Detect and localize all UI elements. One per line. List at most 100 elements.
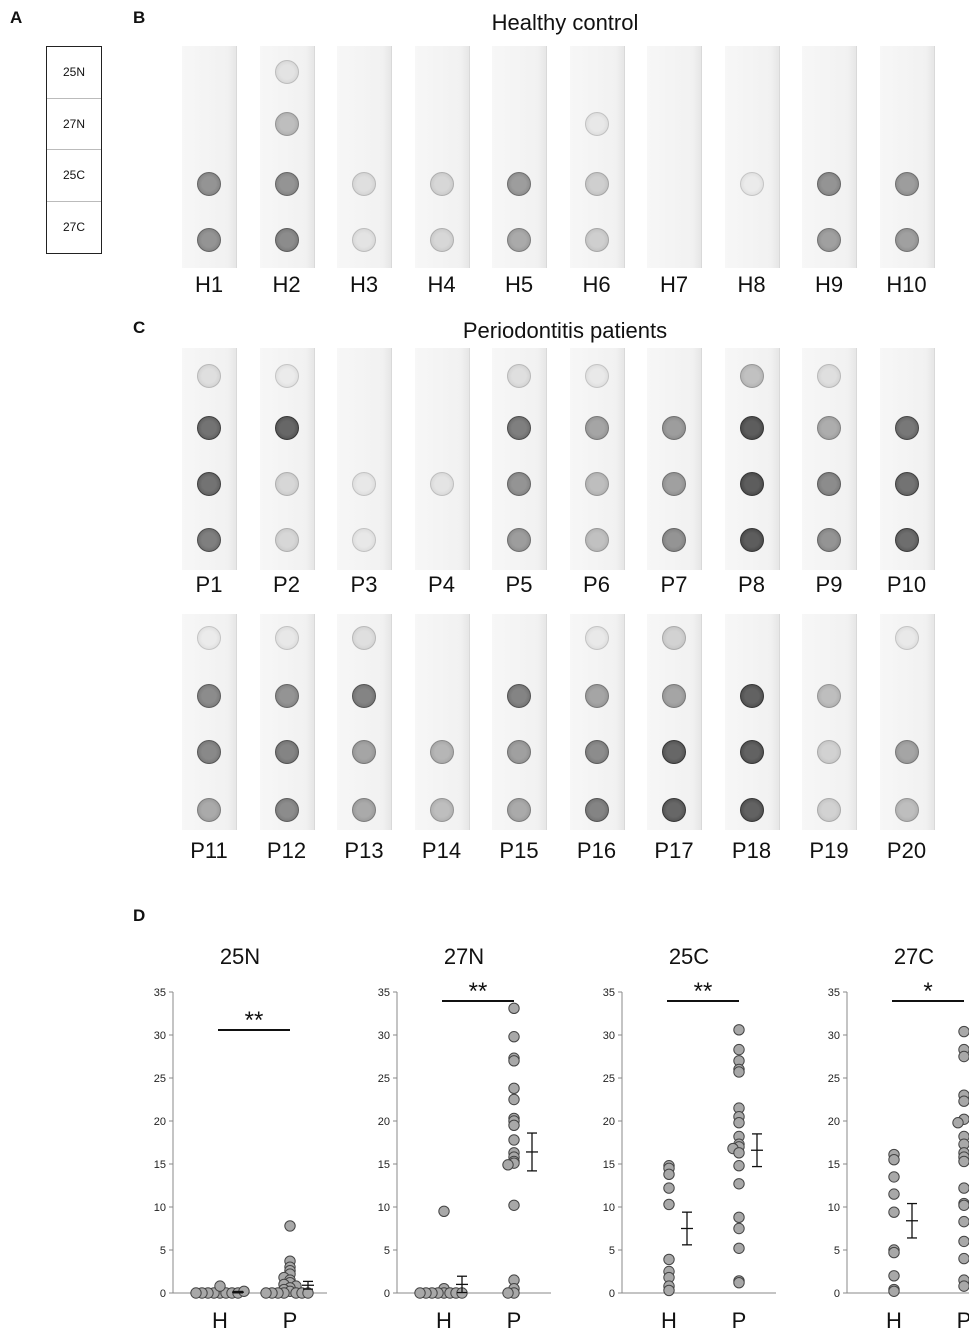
strip-label: H6 [582, 272, 611, 297]
dot-blot-spot [662, 416, 686, 440]
dot-blot-spot [662, 740, 686, 764]
data-point [508, 1082, 520, 1095]
dot-blot-spot [817, 416, 841, 440]
data-point [888, 1206, 900, 1218]
y-tick-label: 5 [384, 1245, 390, 1257]
data-point [733, 1147, 745, 1159]
data-point [888, 1270, 900, 1282]
membrane-strip [879, 46, 935, 268]
dot-blot-spot [817, 228, 841, 252]
dot-blot-spot [662, 626, 686, 650]
strip-label: H10 [886, 272, 927, 297]
y-tick-label: 35 [828, 987, 840, 999]
dot-blot-spot [197, 626, 221, 650]
membrane-strip [802, 614, 857, 830]
x-category-label: P [507, 1308, 522, 1333]
dot-blot-spot [197, 740, 221, 764]
healthy-title: Healthy control [491, 10, 639, 35]
y-tick-label: 25 [154, 1073, 166, 1085]
data-point [958, 1155, 969, 1168]
dot-blot-spot [662, 798, 686, 822]
significance-label: ** [245, 1007, 264, 1034]
y-tick-label: 20 [154, 1116, 166, 1128]
plot-title: 25N [220, 944, 260, 969]
dot-blot-spot [197, 798, 221, 822]
y-tick-label: 30 [154, 1030, 166, 1042]
dot-blot-spot [894, 416, 919, 440]
dot-blot-spot [352, 798, 376, 822]
y-tick-label: 10 [828, 1202, 840, 1214]
strip-label: H4 [427, 272, 456, 297]
data-point [508, 1199, 520, 1211]
dot-blot-spot [894, 472, 919, 496]
y-tick-label: 25 [378, 1073, 390, 1085]
membrane-strip [879, 614, 935, 830]
y-tick-label: 0 [384, 1288, 390, 1300]
dot-blot-spot [817, 472, 841, 496]
strip-label: P16 [576, 838, 617, 863]
dot-blot-spot [584, 228, 609, 252]
y-tick-label: 35 [603, 987, 615, 999]
dot-blot-spot [894, 626, 919, 650]
data-point [284, 1220, 296, 1232]
data-point [958, 1182, 969, 1194]
data-point [888, 1246, 900, 1259]
y-tick-label: 15 [603, 1159, 615, 1171]
data-point [663, 1182, 675, 1194]
strip-label: P7 [660, 572, 688, 597]
dot-blot-spot [584, 626, 609, 650]
data-point [663, 1253, 675, 1266]
y-tick-label: 20 [603, 1116, 615, 1128]
y-tick-label: 25 [828, 1073, 840, 1085]
plot-title: 25C [669, 944, 709, 969]
dot-blot-spot [894, 228, 919, 252]
dot-blot-spot [197, 364, 221, 388]
membrane-strip [647, 614, 702, 830]
dot-blot-spot [274, 528, 299, 552]
data-point [260, 1287, 272, 1299]
membrane-strip [182, 614, 237, 830]
plot-title: 27N [444, 944, 484, 969]
y-tick-label: 30 [378, 1030, 390, 1042]
y-tick-label: 10 [603, 1202, 615, 1214]
membrane-strip [337, 614, 392, 830]
scatter-plots: 25N 0 5 10 15 20 25 30 35 H P ** 27N 0 5 10 15 20 25 30 35 H P… [154, 944, 969, 1333]
strip-label: P19 [809, 838, 849, 863]
dot-blot-spot [584, 684, 609, 708]
panel-b-letter: B [133, 8, 146, 27]
data-point [958, 1252, 969, 1265]
dot-blot-spot [274, 172, 299, 196]
strip-label: P3 [350, 572, 378, 597]
dot-blot-spot [584, 472, 609, 496]
strip-label: H7 [659, 272, 689, 297]
y-tick-label: 15 [378, 1159, 390, 1171]
dot-blot-spot [817, 172, 841, 196]
data-point [888, 1285, 900, 1297]
dot-blot-spot [429, 798, 454, 822]
dot-blot-spot [274, 626, 299, 650]
data-point [508, 1031, 520, 1043]
membrane-strip [492, 348, 547, 570]
data-point [733, 1211, 745, 1224]
dot-blot-spot [662, 472, 686, 496]
dot-blot-spot [197, 528, 221, 552]
dot-blot-spot [197, 472, 221, 496]
strip-label: P9 [815, 572, 843, 597]
data-point [508, 1055, 520, 1067]
dot-blot-spot [274, 112, 299, 136]
dot-blot-spot [584, 528, 609, 552]
y-tick-label: 15 [828, 1159, 840, 1171]
data-point [958, 1215, 969, 1228]
y-tick-label: 35 [378, 987, 390, 999]
y-tick-label: 5 [160, 1245, 166, 1257]
y-tick-label: 35 [154, 987, 166, 999]
dot-blot-spot [429, 740, 454, 764]
strip-label: P2 [273, 572, 300, 597]
data-point [733, 1024, 745, 1036]
dot-blot-spot [894, 740, 919, 764]
data-point [508, 1002, 520, 1015]
data-point [733, 1160, 745, 1172]
dot-blot-spot [352, 626, 376, 650]
dot-blot-spot [817, 740, 841, 764]
dot-blot-spot [739, 472, 764, 496]
